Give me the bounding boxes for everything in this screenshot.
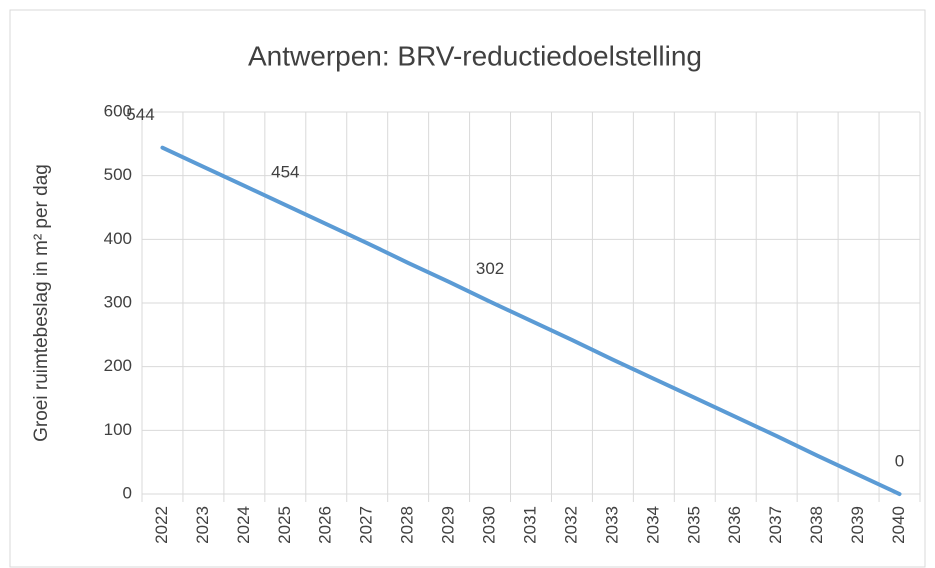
y-tick-label: 200 xyxy=(104,356,132,375)
x-tick-label: 2026 xyxy=(316,506,335,544)
x-tick-label: 2037 xyxy=(766,506,785,544)
x-tick-label: 2033 xyxy=(602,506,621,544)
y-tick-label: 600 xyxy=(104,101,132,120)
x-tick-label: 2036 xyxy=(725,506,744,544)
x-tick-label: 2034 xyxy=(643,506,662,544)
y-axis-label: Groei ruimtebeslag in m² per dag xyxy=(31,164,52,442)
chart-title: Antwerpen: BRV-reductiedoelstelling xyxy=(248,40,702,71)
data-line xyxy=(160,145,902,496)
y-tick-label: 300 xyxy=(104,292,132,311)
x-tick-label: 2040 xyxy=(889,506,908,544)
x-tick-label: 2039 xyxy=(848,506,867,544)
y-tick-label: 500 xyxy=(104,165,132,184)
x-tick-label: 2038 xyxy=(807,506,826,544)
data-label: 302 xyxy=(476,259,504,278)
x-tick-label: 2032 xyxy=(561,506,580,544)
data-label: 0 xyxy=(895,451,904,470)
y-tick-label: 100 xyxy=(104,420,132,439)
x-tick-label: 2031 xyxy=(520,506,539,544)
y-tick-label: 400 xyxy=(104,229,132,248)
x-tick-label: 2024 xyxy=(234,506,253,544)
x-tick-label: 2028 xyxy=(398,506,417,544)
x-tick-label: 2029 xyxy=(439,506,458,544)
data-label: 454 xyxy=(271,162,299,181)
chart-border xyxy=(9,9,926,568)
x-tick-label: 2023 xyxy=(193,506,212,544)
x-tick-label: 2022 xyxy=(152,506,171,544)
y-tick-label: 0 xyxy=(123,483,132,502)
x-tick-label: 2035 xyxy=(684,506,703,544)
x-tick-label: 2025 xyxy=(275,506,294,544)
data-label: 544 xyxy=(126,105,154,124)
x-tick-label: 2030 xyxy=(480,506,499,544)
x-tick-label: 2027 xyxy=(357,506,376,544)
